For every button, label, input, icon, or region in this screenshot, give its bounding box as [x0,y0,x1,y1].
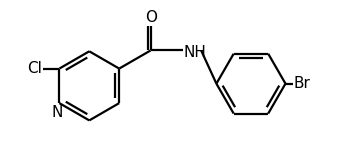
Text: Cl: Cl [27,61,42,76]
Text: Br: Br [294,76,311,91]
Text: N: N [52,105,63,120]
Text: O: O [145,10,156,25]
Text: NH: NH [184,45,206,60]
